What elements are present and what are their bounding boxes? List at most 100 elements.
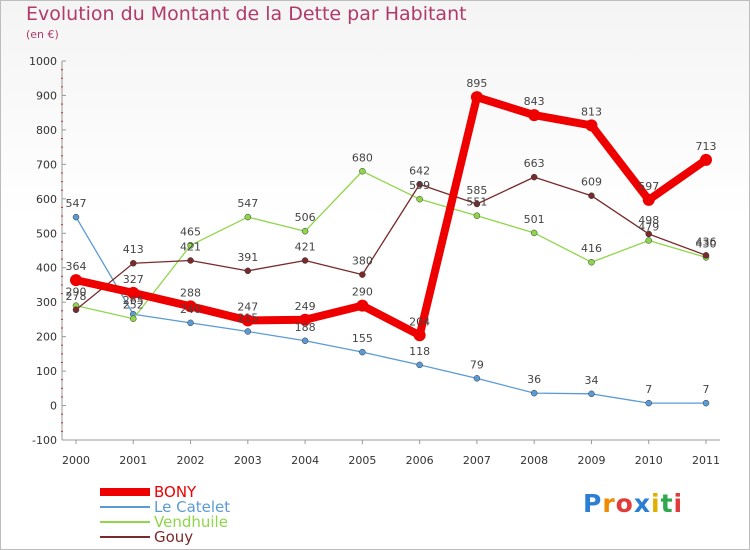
x-tick-label: 2006 (406, 454, 434, 467)
y-minor-tick (61, 293, 63, 295)
data-point (299, 313, 312, 326)
data-label: 599 (409, 179, 430, 192)
x-tick-label: 2001 (119, 454, 147, 467)
legend-label: Le Catelet (154, 498, 231, 516)
data-point (645, 230, 652, 238)
data-point (530, 229, 538, 237)
y-tick-label: 800 (36, 124, 57, 137)
data-point (700, 153, 712, 166)
y-minor-tick (61, 422, 63, 424)
data-point (588, 258, 595, 266)
legend-label: Gouy (154, 528, 194, 546)
legend-swatch (100, 488, 150, 496)
data-label: 609 (581, 176, 602, 189)
y-tick-label: 1000 (29, 55, 57, 68)
legend-swatch (100, 506, 150, 508)
legend-label: Vendhuile (154, 513, 228, 531)
data-label: 421 (180, 240, 201, 253)
data-label: 895 (466, 77, 487, 90)
data-point (70, 274, 82, 287)
data-point (301, 227, 309, 235)
y-minor-tick (61, 224, 63, 226)
data-label: 430 (696, 237, 717, 250)
data-label: 436 (696, 235, 717, 248)
data-point (244, 267, 252, 275)
y-minor-tick (61, 327, 63, 329)
data-point (241, 314, 254, 327)
data-label: 663 (524, 157, 545, 170)
y-minor-tick (61, 275, 63, 277)
y-minor-tick (61, 344, 63, 346)
data-point (413, 329, 426, 342)
data-label: 204 (409, 315, 430, 328)
data-point (130, 315, 137, 322)
y-minor-tick (61, 396, 63, 398)
legend-swatch (100, 521, 150, 523)
data-label: 155 (352, 332, 373, 345)
y-tick-label: -100 (32, 434, 57, 447)
data-label: 249 (295, 300, 316, 313)
data-label: 290 (66, 286, 87, 299)
x-tick-label: 2004 (291, 454, 319, 467)
data-point (473, 375, 481, 382)
data-label: 364 (66, 260, 87, 273)
data-label: 501 (524, 213, 545, 226)
y-minor-tick (61, 387, 63, 389)
data-point (473, 212, 481, 219)
data-point (301, 257, 309, 264)
legend-item: Vendhuile (100, 513, 228, 531)
data-label: 547 (66, 197, 87, 210)
data-point (244, 328, 252, 335)
data-label: 79 (470, 358, 484, 371)
data-point (301, 337, 309, 345)
x-tick-label: 2000 (62, 454, 90, 467)
series-line-le-catelet (75, 216, 707, 404)
data-label: 465 (180, 225, 201, 238)
chart-title: Evolution du Montant de la Dette par Hab… (26, 3, 467, 25)
data-label: 290 (352, 286, 373, 299)
data-point (702, 399, 710, 407)
y-minor-tick (61, 138, 63, 140)
legend-item: Gouy (100, 528, 194, 546)
y-minor-tick (61, 181, 63, 183)
y-tick-label: 300 (36, 296, 57, 309)
y-minor-tick (61, 215, 63, 217)
y-tick-label: 0 (50, 400, 57, 413)
data-label: 498 (638, 214, 659, 227)
legend-item: Le Catelet (100, 498, 231, 516)
data-point (359, 348, 366, 356)
data-label: 421 (295, 240, 316, 253)
data-label: 547 (237, 197, 258, 210)
y-minor-tick (61, 146, 63, 148)
data-label: 416 (581, 242, 602, 255)
data-label: 327 (123, 273, 144, 286)
data-point (187, 319, 194, 327)
y-minor-tick (61, 241, 63, 243)
data-point (588, 192, 595, 199)
data-point (130, 259, 137, 267)
data-point (244, 213, 252, 221)
y-tick-label: 400 (36, 262, 57, 275)
data-label: 252 (123, 299, 144, 312)
data-label: 843 (524, 95, 545, 108)
data-point (645, 399, 652, 407)
data-label: 7 (703, 383, 710, 396)
data-point (356, 299, 369, 312)
y-minor-tick (61, 112, 63, 114)
y-tick-label: 500 (36, 227, 57, 240)
y-minor-tick (61, 430, 63, 432)
data-point (187, 257, 194, 264)
data-label: 585 (466, 184, 487, 197)
data-point (702, 252, 710, 259)
data-label: 288 (180, 286, 201, 299)
data-point (127, 286, 140, 299)
y-tick-label: 900 (36, 89, 57, 102)
data-label: 215 (237, 311, 258, 324)
data-point (72, 306, 80, 314)
y-tick-label: 700 (36, 158, 57, 171)
x-tick-label: 2002 (177, 454, 205, 467)
data-label: 247 (237, 300, 258, 313)
data-label: 34 (584, 374, 598, 387)
